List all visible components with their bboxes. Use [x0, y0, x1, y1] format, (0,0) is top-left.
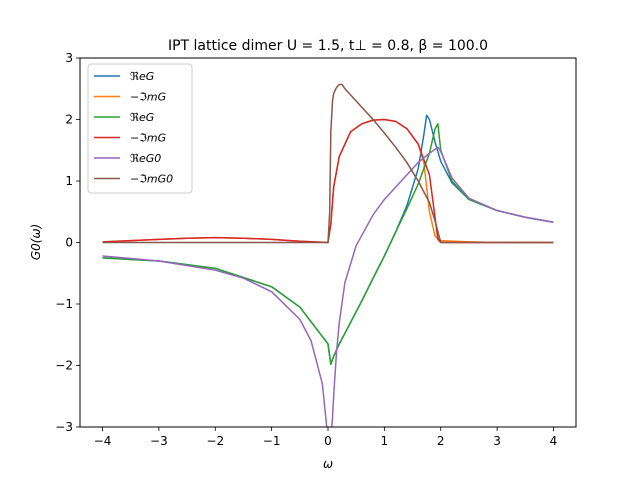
series-line-3 — [102, 123, 554, 366]
y-tick-label: −3 — [55, 420, 73, 434]
x-tick-label: 4 — [550, 434, 558, 448]
y-axis-label: G0(ω) — [29, 224, 43, 260]
series-line-5 — [102, 146, 554, 427]
x-tick-label: −2 — [206, 434, 224, 448]
legend-label: −ℑmG — [130, 91, 166, 104]
x-tick-label: −4 — [94, 434, 112, 448]
x-tick-label: 1 — [381, 434, 389, 448]
series-line-4 — [102, 118, 554, 244]
y-tick-label: −1 — [55, 297, 73, 311]
legend-label: ℜeG0 — [130, 152, 161, 165]
x-tick-label: 0 — [324, 434, 332, 448]
legend-label: −ℑmG0 — [130, 173, 173, 186]
legend-label: −ℑmG — [130, 132, 166, 145]
x-tick-label: −3 — [150, 434, 168, 448]
y-tick-label: −2 — [55, 359, 73, 373]
series-line-6 — [102, 83, 554, 244]
legend: ℜeG −ℑmG ℜeG −ℑmG ℜeG0 −ℑmG0 — [87, 63, 193, 194]
y-tick-label: 0 — [65, 236, 73, 250]
legend-label: ℜeG — [130, 70, 154, 83]
series-layer — [102, 83, 554, 427]
x-axis: −4 −3 −2 −1 0 1 2 3 4 — [94, 427, 558, 448]
y-tick-label: 1 — [65, 174, 73, 188]
y-axis: −3 −2 −1 0 1 2 3 — [55, 51, 80, 434]
y-tick-label: 3 — [65, 51, 73, 65]
x-tick-label: 2 — [437, 434, 445, 448]
x-tick-label: 3 — [493, 434, 501, 448]
x-axis-label: ω — [323, 457, 333, 471]
chart-title: IPT lattice dimer U = 1.5, t⊥ = 0.8, β =… — [168, 38, 488, 54]
x-tick-label: −1 — [263, 434, 281, 448]
y-tick-label: 2 — [65, 113, 73, 127]
legend-label: ℜeG — [130, 111, 154, 124]
